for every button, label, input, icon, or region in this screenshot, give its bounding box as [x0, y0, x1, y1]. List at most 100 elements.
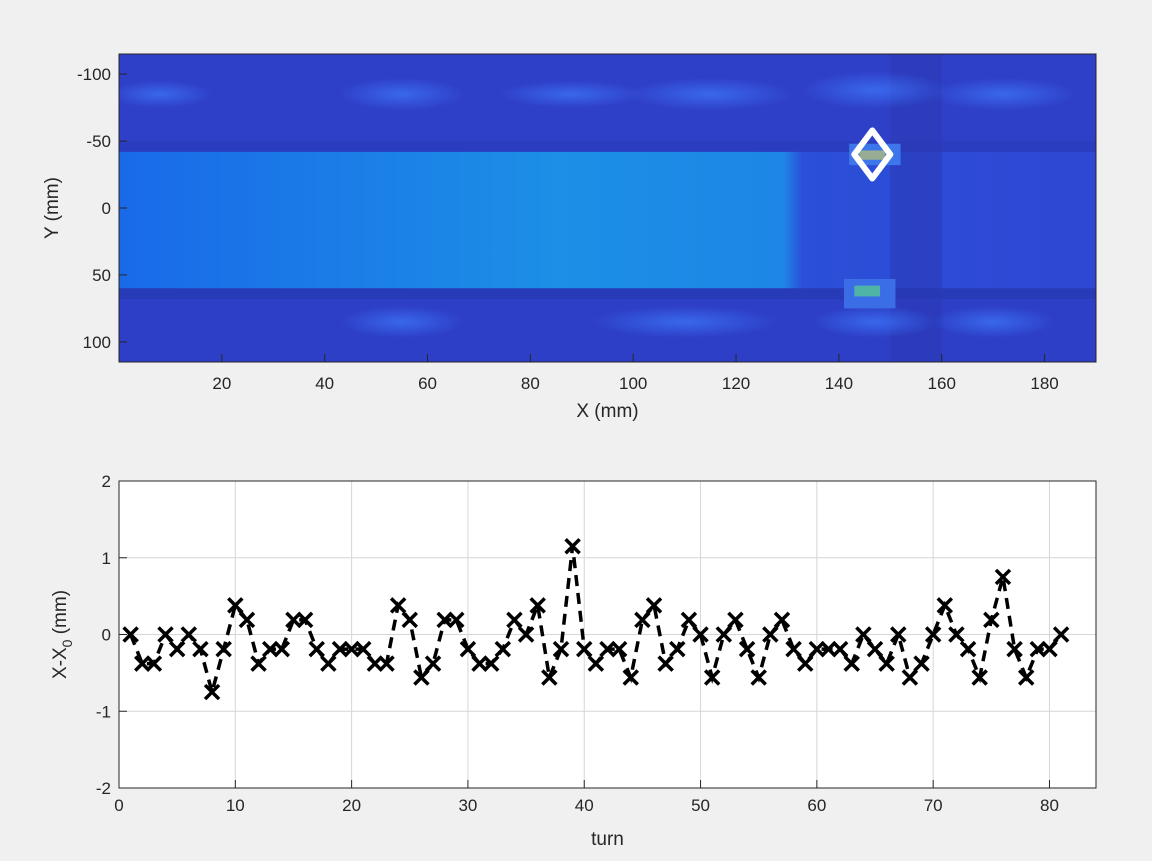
line-x-tick-label: 30 [458, 796, 477, 815]
data-point [564, 538, 581, 555]
data-point [296, 611, 314, 629]
data-point [1052, 626, 1070, 643]
data-point [168, 640, 186, 658]
data-point [831, 640, 849, 658]
line-x-tick-label: 0 [114, 796, 123, 815]
data-point [401, 611, 419, 629]
data-point [994, 568, 1012, 586]
data-point [913, 655, 930, 672]
ylabel-unit: (mm) [50, 590, 71, 640]
data-point [203, 683, 221, 701]
data-point [878, 655, 895, 672]
data-point [448, 611, 465, 629]
heatmap-y-tick-label: 0 [102, 199, 111, 218]
data-point [983, 611, 1000, 629]
data-point [541, 669, 558, 686]
data-point [378, 655, 395, 672]
heatmap-x-tick-label: 40 [315, 374, 334, 393]
line-x-tick-label: 50 [691, 796, 710, 815]
data-point [843, 655, 860, 672]
heatmap-y-tick-label: -100 [77, 65, 111, 84]
data-point [773, 611, 791, 629]
heatmap-panel: 20 40 60 80 100 120 140 160 180 -100 -50 0 50 100 X (… [42, 53, 1097, 422]
data-point [645, 597, 663, 614]
data-point [762, 626, 779, 643]
data-point [424, 655, 442, 672]
data-point [157, 626, 174, 643]
heatmap-patch-upper-core [859, 150, 886, 160]
heatmap-x-tick-label: 20 [212, 374, 231, 393]
data-point [1006, 640, 1023, 658]
heatmap-x-tick-label: 100 [619, 374, 647, 393]
diamond-marker [851, 127, 894, 182]
line-x-tick-label: 60 [807, 796, 826, 815]
heatmap-y-tick-label: -50 [86, 132, 111, 151]
heatmap-x-tick-label: 120 [722, 374, 750, 393]
data-point [657, 655, 674, 672]
heatmap-ticks: 20 40 60 80 100 120 140 160 180 -100 -50 0 50 100 [77, 65, 1059, 393]
data-point [669, 640, 686, 658]
line-plot-ticks: 0 10 20 30 40 50 60 70 80 -2 -1 0 1 2 [96, 472, 1059, 815]
heatmap-hotspot [592, 305, 778, 338]
data-point [517, 626, 535, 643]
data-point [238, 611, 256, 629]
data-point [494, 640, 512, 658]
heatmap-x-axis-label: X (mm) [576, 401, 638, 422]
heatmap-x-tick-label: 140 [825, 374, 853, 393]
line-x-tick-label: 40 [575, 796, 594, 815]
data-point [459, 640, 477, 658]
heatmap-hotspot [931, 78, 1076, 111]
line-x-tick-label: 20 [342, 796, 361, 815]
data-point [308, 640, 325, 658]
heatmap-hotspot [340, 78, 464, 111]
line-y-tick-label: 2 [102, 472, 111, 491]
line-y-tick-label: 1 [102, 549, 111, 568]
heatmap-y-axis-label: Y (mm) [42, 177, 63, 239]
data-point [506, 611, 523, 629]
heatmap-x-tick-label: 60 [418, 374, 437, 393]
line-y-tick-label: -2 [96, 779, 111, 798]
heatmap-hotspot [340, 305, 464, 338]
data-point [320, 655, 337, 672]
data-point [180, 626, 198, 643]
series-markers [122, 538, 1070, 701]
data-point [948, 626, 965, 643]
data-point [192, 640, 209, 658]
heatmap-hotspot [119, 80, 212, 108]
heatmap-y-tick-label: 50 [92, 266, 111, 285]
line-x-tick-label: 10 [226, 796, 245, 815]
line-y-tick-label: 0 [102, 626, 111, 645]
data-point [971, 669, 988, 686]
line-y-tick-label: -1 [96, 702, 111, 721]
data-point [750, 669, 767, 686]
heatmap-y-tick-label: 100 [83, 333, 111, 352]
data-point [703, 669, 721, 686]
data-point [692, 626, 709, 643]
data-point [587, 655, 605, 672]
data-point [866, 640, 884, 658]
data-point [924, 626, 942, 643]
data-point [552, 640, 570, 658]
data-point [529, 597, 546, 614]
data-point [413, 669, 430, 686]
heatmap-center-band [119, 151, 1096, 289]
data-point [610, 640, 628, 658]
heatmap-hotspot [931, 305, 1055, 338]
data-point [796, 655, 814, 672]
heatmap-hotspot [802, 71, 947, 109]
line-x-tick-label: 80 [1040, 796, 1059, 815]
data-point [576, 640, 593, 658]
heatmap-hotspot [628, 78, 793, 111]
data-point [855, 626, 872, 643]
data-point [355, 640, 372, 658]
heatmap-hotspot [499, 80, 644, 108]
data-point [936, 597, 954, 614]
line-x-axis-label: turn [591, 829, 624, 850]
data-point [727, 611, 744, 629]
heatmap-patch-lower-core [854, 285, 881, 297]
data-point [1041, 640, 1058, 658]
data-point [959, 640, 977, 658]
data-point [680, 611, 698, 629]
